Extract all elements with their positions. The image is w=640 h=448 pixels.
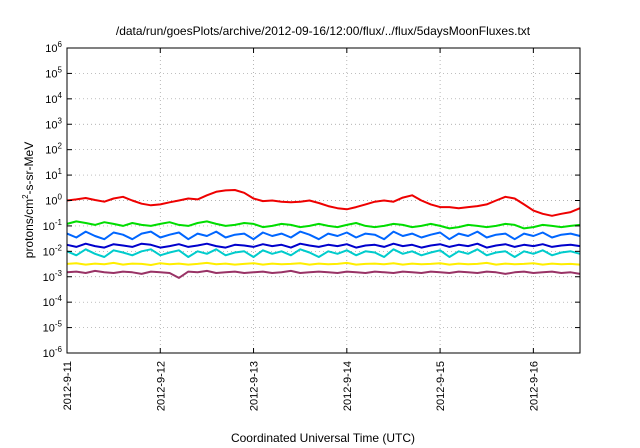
grid [67, 48, 580, 353]
y-tick-label: 10-1 [43, 218, 63, 233]
x-tick-label: 2012-9-11 [62, 361, 74, 410]
y-axis-label-rest: -s-sr-MeV [22, 142, 36, 195]
y-tick-label: 101 [45, 167, 62, 182]
y-axis-label: protons/cm2-s-sr-MeV [21, 142, 36, 258]
y-tick-label: 10-6 [43, 345, 63, 360]
x-tick-labels: 2012-9-11 2012-9-12 2012-9-13 2012-9-14 2012… [62, 361, 540, 411]
y-tick-labels: 10-6 10-5 10-4 10-3 10-2 10-1 100 101 102 103 104 1… [43, 40, 63, 360]
y-axis-label-sup: 2 [21, 194, 30, 199]
series-line-3 [66, 230, 581, 241]
series-line-2 [66, 220, 581, 230]
series-line-4 [66, 242, 581, 249]
y-tick-label: 102 [45, 142, 62, 157]
x-tick-label: 2012-9-16 [528, 361, 540, 411]
x-tick-label: 2012-9-15 [435, 361, 447, 411]
y-tick-label: 104 [45, 91, 62, 106]
y-tick-label: 10-4 [43, 294, 63, 309]
y-tick-label: 10-5 [43, 320, 63, 335]
x-axis-label: Coordinated Universal Time (UTC) [231, 431, 415, 445]
y-tick-label: 10-2 [43, 243, 63, 258]
y-tick-label: 10-3 [43, 269, 63, 284]
series-line-5 [66, 248, 581, 258]
x-tick-label: 2012-9-14 [342, 361, 354, 411]
series-lines [66, 189, 581, 279]
tick-marks [66, 47, 580, 354]
chart-title: /data/run/goesPlots/archive/2012-09-16/1… [116, 24, 531, 38]
series-line-7 [66, 269, 581, 279]
series-line-1 [66, 189, 581, 217]
y-tick-label: 103 [45, 116, 62, 131]
y-tick-label: 100 [45, 193, 62, 208]
y-tick-label: 105 [45, 65, 62, 80]
x-tick-label: 2012-9-13 [249, 361, 261, 411]
series-line-6 [66, 261, 581, 266]
x-tick-label: 2012-9-12 [155, 361, 167, 411]
y-axis-label-base: protons/cm [22, 199, 36, 258]
y-tick-label: 106 [45, 40, 62, 55]
